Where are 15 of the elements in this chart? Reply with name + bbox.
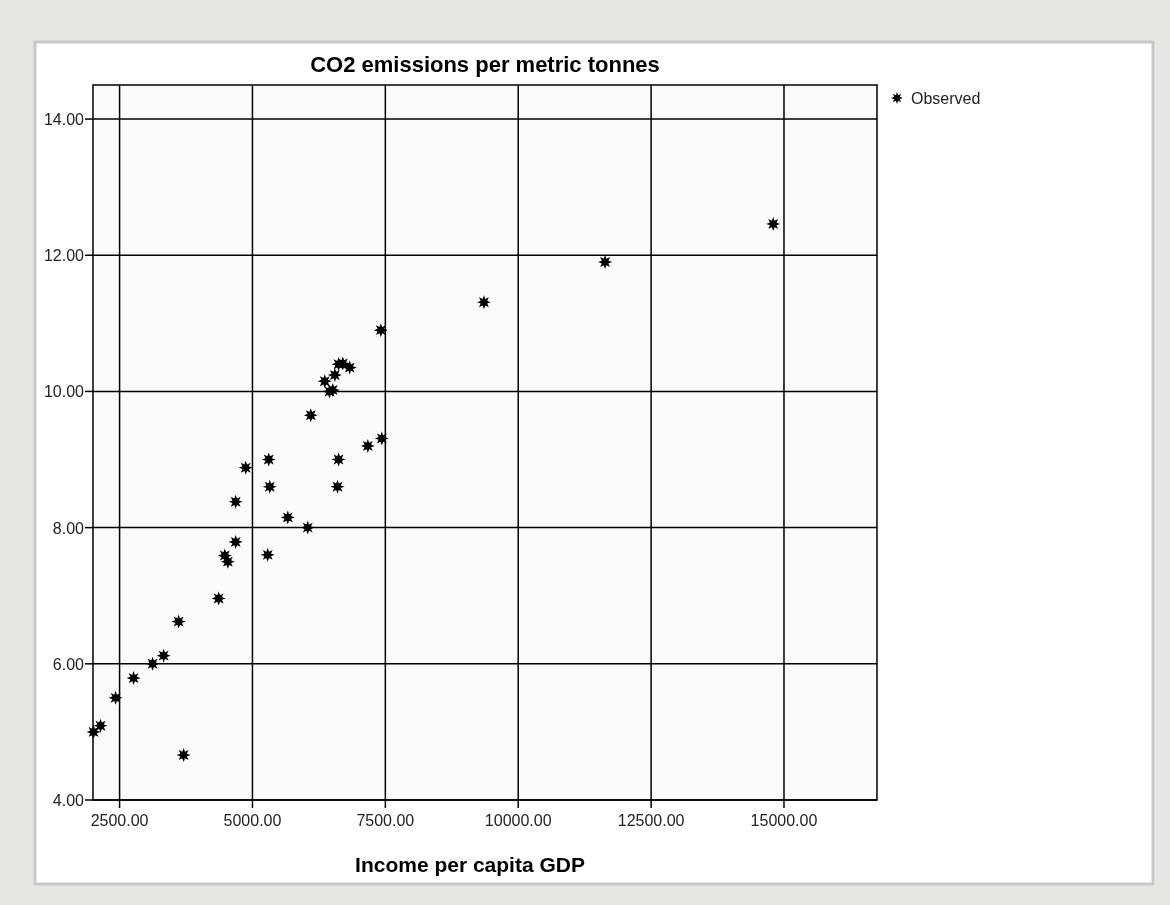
x-tick-label: 12500.00: [617, 812, 685, 829]
x-tick-label: 5000.00: [223, 812, 282, 829]
chart-title: CO2 emissions per metric tonnes: [310, 52, 660, 77]
y-tick-label: 14.00: [43, 111, 85, 129]
x-tick-label: 10000.00: [484, 812, 552, 829]
x-tick-label: 7500.00: [356, 812, 415, 829]
y-tick-label: 10.00: [43, 383, 85, 401]
y-tick-label: 12.00: [43, 247, 85, 265]
y-tick-label: 8.00: [52, 519, 85, 537]
legend-label: Observed: [911, 90, 981, 107]
y-tick-label: 4.00: [52, 792, 85, 809]
x-tick-label: 2500.00: [90, 812, 149, 829]
x-axis-title: Income per capita GDP: [355, 853, 585, 876]
x-tick-label: 15000.00: [750, 812, 818, 829]
y-tick-label: 6.00: [52, 655, 85, 673]
